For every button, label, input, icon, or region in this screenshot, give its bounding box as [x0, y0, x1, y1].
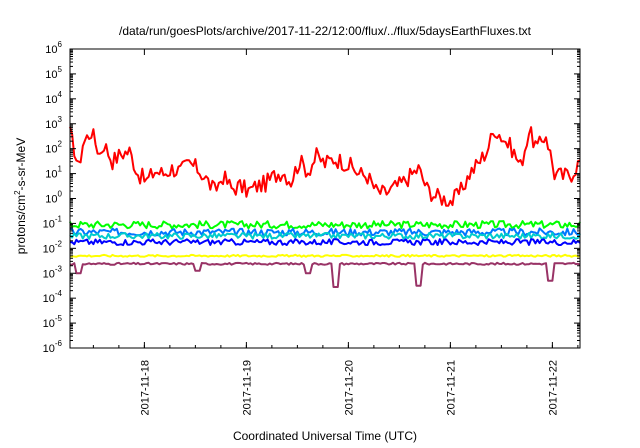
x-tick-label: 2017-11-19 — [241, 360, 253, 415]
y-tick-label: 106 — [45, 40, 62, 56]
y-tick-label: 10-2 — [43, 239, 63, 255]
series-line — [69, 220, 581, 230]
y-tick-label: 10-3 — [43, 264, 63, 280]
series-line — [69, 253, 581, 258]
y-axis-ticks: 10-6 10-5 10-4 10-3 10-2 10-1 100 101 102 103 104 1… — [43, 40, 580, 355]
series-line — [69, 231, 581, 240]
y-tick-label: 10-4 — [43, 289, 63, 305]
plot-frame — [69, 48, 581, 349]
svg-text:protons/cm2-s-sr-MeV: protons/cm2-s-sr-MeV — [13, 138, 28, 254]
x-tick-label: 2017-11-18 — [139, 360, 151, 415]
y-tick-label: 10-6 — [43, 339, 63, 355]
x-tick-label: 2017-11-22 — [547, 360, 559, 415]
y-tick-label: 10-5 — [43, 314, 63, 330]
y-axis-title-part-rest: -s-sr-MeV — [14, 138, 28, 191]
y-axis-title-part: protons/cm — [14, 195, 28, 254]
y-tick-label: 102 — [45, 140, 62, 156]
series-line — [69, 126, 581, 207]
x-axis-title: Coordinated Universal Time (UTC) — [233, 429, 417, 443]
y-tick-label: 101 — [45, 165, 62, 181]
series-line — [69, 238, 581, 247]
chart-title: /data/run/goesPlots/archive/2017-11-22/1… — [119, 24, 532, 38]
plot-border — [69, 48, 581, 349]
y-tick-label: 100 — [45, 190, 62, 206]
x-axis-ticks: 2017-11-18 2017-11-19 2017-11-20 2017-11-21… — [92, 49, 579, 415]
y-axis-title-superscript: 2 — [13, 190, 22, 195]
series-line — [69, 261, 581, 288]
y-tick-label: 105 — [45, 65, 62, 81]
x-tick-label: 2017-11-20 — [343, 360, 355, 415]
y-tick-label: 104 — [45, 90, 62, 106]
plot-series-layer — [69, 126, 581, 288]
y-tick-label: 10-1 — [43, 214, 63, 230]
x-tick-label: 2017-11-21 — [445, 360, 457, 415]
y-axis-title: protons/cm2-s-sr-MeV — [13, 138, 28, 254]
y-tick-label: 103 — [45, 115, 62, 131]
